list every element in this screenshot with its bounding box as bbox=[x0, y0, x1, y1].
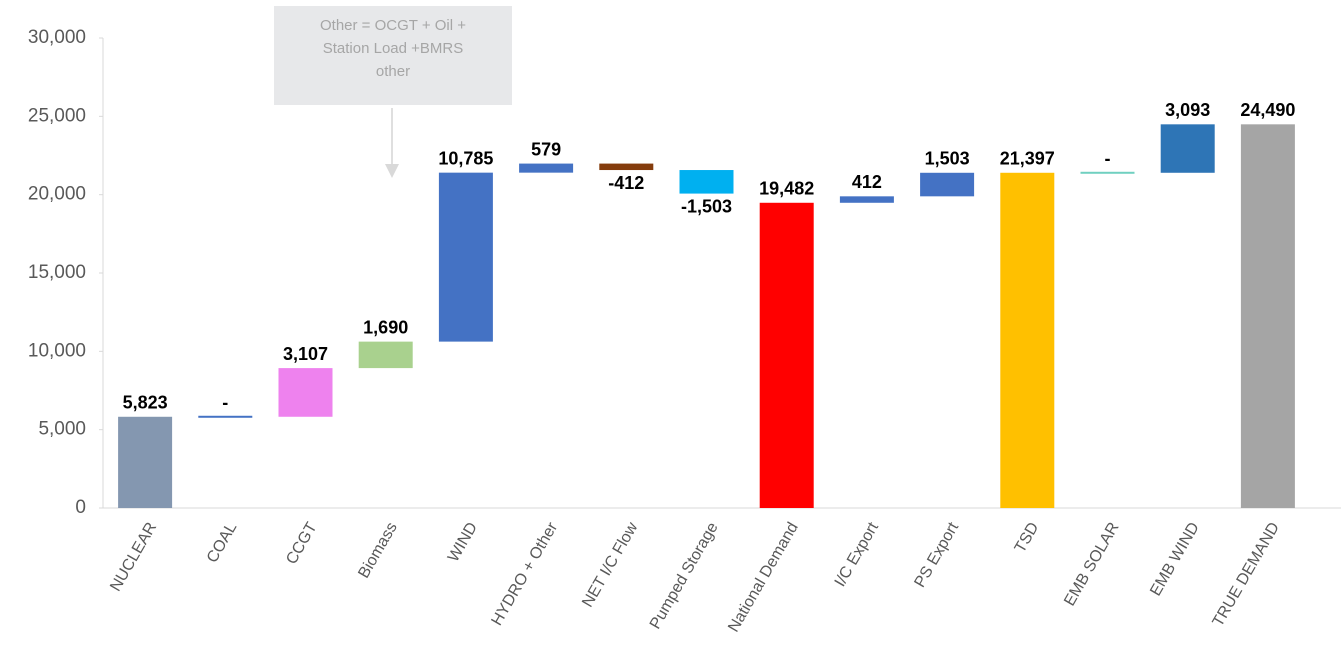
value-label: - bbox=[1105, 149, 1111, 169]
x-tick-label: WIND bbox=[445, 520, 481, 565]
bar bbox=[198, 415, 253, 418]
bar bbox=[1080, 171, 1135, 174]
y-tick-label: 20,000 bbox=[28, 184, 86, 205]
bar bbox=[1240, 124, 1295, 508]
value-label: 21,397 bbox=[1000, 149, 1055, 169]
y-tick-label: 25,000 bbox=[28, 105, 86, 126]
bar bbox=[599, 163, 654, 171]
value-label: 1,690 bbox=[363, 317, 408, 337]
x-tick-label: NET I/C Flow bbox=[579, 519, 641, 610]
bar bbox=[118, 416, 173, 508]
bar bbox=[679, 170, 734, 194]
bar bbox=[1160, 124, 1215, 173]
x-tick-label: Biomass bbox=[355, 520, 400, 582]
y-tick-label: 30,000 bbox=[28, 27, 86, 48]
bar bbox=[278, 368, 333, 417]
bar bbox=[438, 172, 493, 342]
x-tick-label: CCGT bbox=[283, 519, 321, 567]
value-label: 24,490 bbox=[1240, 100, 1295, 120]
value-label: 3,107 bbox=[283, 344, 328, 364]
bar bbox=[358, 341, 413, 369]
value-label: 19,482 bbox=[759, 179, 814, 199]
x-tick-label: I/C Export bbox=[832, 519, 883, 590]
x-tick-label: National Demand bbox=[725, 520, 802, 636]
value-label: 579 bbox=[531, 139, 561, 159]
bar bbox=[1000, 172, 1055, 508]
value-label: - bbox=[222, 393, 228, 413]
value-label: 10,785 bbox=[438, 148, 493, 168]
x-tick-label: PS Export bbox=[911, 519, 962, 590]
y-tick-label: 10,000 bbox=[28, 340, 86, 361]
annotation: Other = OCGT + Oil + Station Load +BMRS … bbox=[274, 6, 512, 105]
value-label: 412 bbox=[852, 172, 882, 192]
y-tick-label: 5,000 bbox=[38, 419, 86, 440]
value-label: -412 bbox=[608, 173, 644, 193]
x-tick-label: HYDRO + Other bbox=[488, 519, 561, 629]
x-tick-label: EMB SOLAR bbox=[1061, 520, 1122, 609]
annotation-arrowhead bbox=[385, 164, 399, 178]
bar bbox=[920, 172, 975, 197]
x-tick-label: COAL bbox=[204, 520, 241, 566]
bar bbox=[839, 196, 894, 203]
y-tick-label: 0 bbox=[75, 497, 86, 518]
value-label: -1,503 bbox=[681, 196, 732, 216]
x-tick-label: EMB WIND bbox=[1147, 520, 1203, 599]
x-tick-label: TRUE DEMAND bbox=[1210, 520, 1283, 630]
value-label: 3,093 bbox=[1165, 100, 1210, 120]
y-tick-label: 15,000 bbox=[28, 262, 86, 283]
value-label: 5,823 bbox=[123, 393, 168, 413]
x-tick-label: TSD bbox=[1012, 520, 1043, 556]
x-tick-label: Pumped Storage bbox=[647, 520, 722, 633]
x-tick-label: NUCLEAR bbox=[107, 520, 160, 595]
bar bbox=[759, 202, 814, 509]
value-label: 1,503 bbox=[925, 149, 970, 169]
bar bbox=[519, 163, 574, 173]
